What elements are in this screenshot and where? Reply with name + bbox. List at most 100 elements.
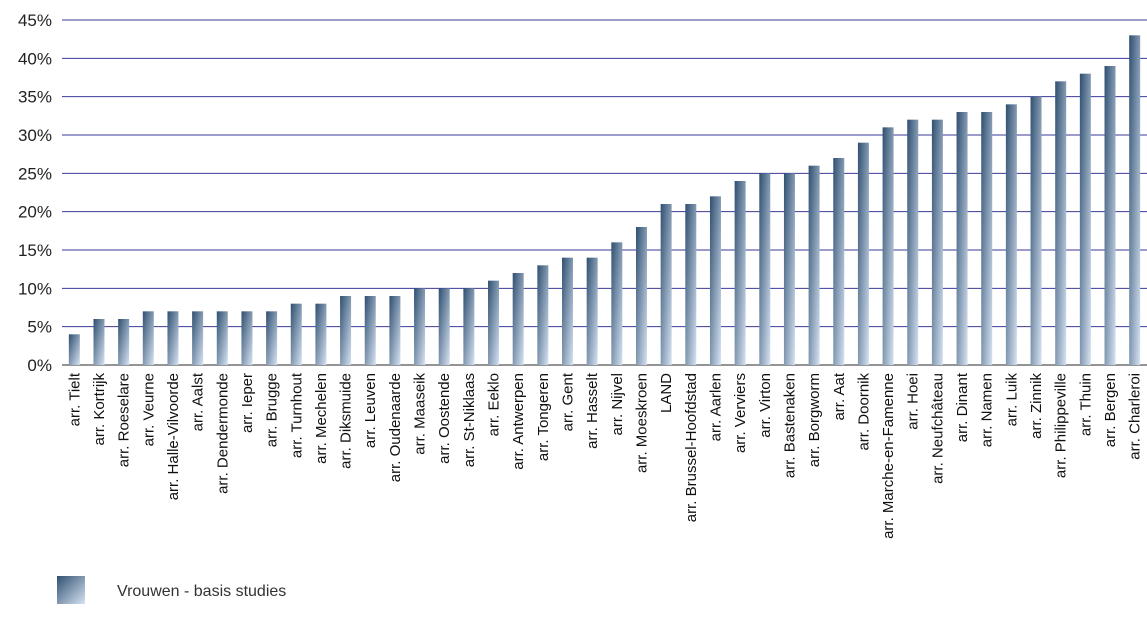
bar xyxy=(414,288,426,365)
y-tick-label: 10% xyxy=(18,279,52,298)
y-tick-label: 45% xyxy=(18,11,52,30)
y-tick-label: 15% xyxy=(18,241,52,260)
x-tick-label: arr. Bergen xyxy=(1102,373,1119,447)
x-tick-label: arr. Hoei xyxy=(905,373,922,430)
legend: Vrouwen - basis studies xyxy=(57,576,286,604)
bar xyxy=(266,311,278,365)
bar xyxy=(660,204,672,365)
x-tick-label: arr. Roeselare xyxy=(116,373,133,467)
x-tick-label: arr. Zinnik xyxy=(1028,373,1045,439)
x-tick-label: arr. Aalst xyxy=(190,372,207,431)
bar xyxy=(709,196,721,365)
bars xyxy=(68,35,1141,366)
bar xyxy=(167,311,179,365)
x-tick-label: arr. Gent xyxy=(560,372,577,431)
bar xyxy=(93,319,105,365)
x-tick-label: arr. Aat xyxy=(831,372,848,420)
y-tick-label: 0% xyxy=(27,356,52,375)
bar xyxy=(241,311,253,365)
bar xyxy=(364,296,376,365)
x-tick-label: arr. Verviers xyxy=(732,373,749,453)
bar xyxy=(907,119,919,366)
x-tick-label: arr. Borgworm xyxy=(806,373,823,467)
bar xyxy=(759,173,771,365)
x-tick-label: arr. Virton xyxy=(757,373,774,438)
bar xyxy=(611,242,623,365)
x-tick-label: arr. Thuin xyxy=(1077,373,1094,436)
bar xyxy=(734,181,746,365)
bar xyxy=(290,303,302,365)
x-tick-label: arr. Moeskroen xyxy=(633,373,650,473)
x-tick-label: arr. Hasselt xyxy=(584,372,601,449)
x-tick-label: arr. Brugge xyxy=(264,373,281,447)
x-tick-label: arr. Eeklo xyxy=(486,373,503,436)
x-tick-label: arr. Charleroi xyxy=(1127,373,1144,460)
bar xyxy=(586,257,598,365)
bar xyxy=(438,288,450,365)
x-tick-label: arr. Mechelen xyxy=(313,373,330,464)
bar xyxy=(1129,35,1141,365)
bar xyxy=(685,204,697,365)
bar xyxy=(216,311,228,365)
x-tick-label: arr. Oudenaarde xyxy=(387,373,404,482)
y-axis-ticks: 0% 5% 10% 15% 20% 25% 30% 35% 40% 45% xyxy=(18,11,52,375)
bar xyxy=(488,280,500,365)
x-tick-label: arr. Veurne xyxy=(140,373,157,446)
bar xyxy=(783,173,795,365)
bar xyxy=(118,319,130,365)
y-tick-label: 5% xyxy=(27,318,52,337)
x-tick-label: arr. Neufchâteau xyxy=(929,373,946,484)
x-tick-label: arr. Antwerpen xyxy=(510,373,527,470)
x-tick-label: arr. Maaseik xyxy=(412,373,429,455)
x-tick-label: arr. Nijvel xyxy=(609,373,626,436)
x-tick-label: arr. Tielt xyxy=(66,372,83,426)
legend-swatch xyxy=(57,576,85,604)
bar xyxy=(635,227,647,365)
bar xyxy=(68,334,80,365)
x-tick-label: arr. Ieper xyxy=(239,373,256,433)
x-tick-label: arr. Brussel-Hoofdstad xyxy=(683,373,700,522)
bar xyxy=(882,127,894,365)
bar xyxy=(833,158,845,365)
bar xyxy=(389,296,401,365)
x-tick-label: arr. Kortrijk xyxy=(91,373,108,446)
y-tick-label: 35% xyxy=(18,88,52,107)
x-tick-label: arr. Diksmuide xyxy=(338,373,355,469)
x-tick-label: arr. Oostende xyxy=(436,373,453,464)
x-tick-label: arr. Luik xyxy=(1003,373,1020,427)
y-tick-label: 30% xyxy=(18,126,52,145)
bar xyxy=(142,311,154,365)
x-tick-label: arr. St-Niklaas xyxy=(461,373,478,467)
x-tick-label: arr. Leuven xyxy=(362,373,379,448)
bar xyxy=(981,112,993,365)
bar xyxy=(1005,104,1017,365)
bar xyxy=(1055,81,1067,365)
bar xyxy=(512,273,524,365)
x-tick-label: arr. Halle-Vilvoorde xyxy=(165,373,182,500)
bar xyxy=(956,112,968,365)
x-tick-label: arr. Dendermonde xyxy=(214,373,231,494)
y-tick-label: 25% xyxy=(18,164,52,183)
bar xyxy=(1030,96,1042,366)
y-tick-label: 20% xyxy=(18,203,52,222)
bar xyxy=(463,288,475,365)
bar xyxy=(857,142,869,365)
x-tick-label: LAND xyxy=(658,373,675,413)
bar xyxy=(315,303,327,365)
x-tick-label: arr. Philippeville xyxy=(1053,373,1070,478)
x-tick-label: arr. Turnhout xyxy=(288,372,305,458)
bar xyxy=(931,119,943,366)
x-tick-label: arr. Doornik xyxy=(855,373,872,451)
bar xyxy=(340,296,352,365)
x-axis-ticks: arr. Tielt arr. Kortrijk arr. Roeselare arr… xyxy=(66,372,1143,539)
bar xyxy=(1079,73,1091,366)
x-tick-label: arr. Dinant xyxy=(954,372,971,442)
x-tick-label: arr. Tongeren xyxy=(535,373,552,461)
x-tick-label: arr. Marche-en-Famenne xyxy=(880,373,897,539)
bar xyxy=(808,165,820,365)
legend-label: Vrouwen - basis studies xyxy=(117,583,286,600)
bar xyxy=(562,257,574,365)
y-tick-label: 40% xyxy=(18,49,52,68)
bar xyxy=(1104,66,1116,365)
